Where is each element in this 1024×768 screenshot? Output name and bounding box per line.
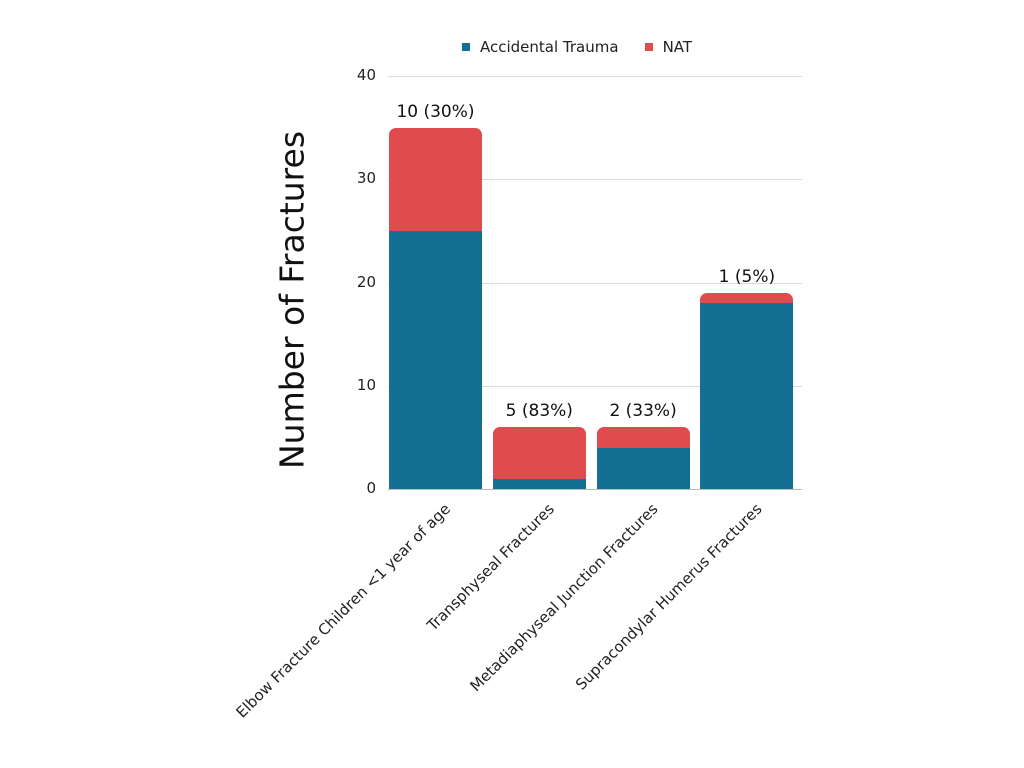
bar-annotation: 2 (33%) <box>609 401 677 422</box>
x-tick-label: Supracondylar Humerus Fractures <box>572 500 766 694</box>
legend-label: NAT <box>662 38 693 56</box>
y-tick-label: 10 <box>356 375 376 394</box>
bar-segment-accidental-trauma <box>596 447 690 489</box>
bar-segment-nat <box>596 427 690 448</box>
legend-swatch-nat <box>644 43 653 51</box>
legend-item-accidental-trauma: Accidental Trauma <box>462 38 619 56</box>
bar-segment-accidental-trauma <box>389 230 482 489</box>
gridline <box>388 282 802 284</box>
bar-segment-nat <box>389 127 482 231</box>
bar-annotation: 5 (83%) <box>505 401 573 422</box>
bar-segment-nat <box>700 292 794 304</box>
bar-segment-nat <box>492 427 586 479</box>
y-tick-label: 20 <box>356 272 376 291</box>
y-axis-label: Number of Fractures <box>272 130 312 470</box>
gridline <box>388 385 802 387</box>
x-tick-label: Elbow Fracture Children <1 year of age <box>232 500 455 722</box>
legend-item-nat: NAT <box>644 38 693 56</box>
legend-label: Accidental Trauma <box>480 38 619 56</box>
y-tick-label: 40 <box>356 66 376 84</box>
bar-annotation: 10 (30%) <box>396 101 475 122</box>
y-tick-label: 30 <box>356 169 376 188</box>
bar-segment-accidental-trauma <box>700 303 794 489</box>
gridline <box>388 76 802 77</box>
legend: Accidental Trauma NAT <box>462 38 718 56</box>
gridline <box>388 489 802 490</box>
gridline <box>388 179 802 181</box>
y-tick-label: 0 <box>366 479 376 497</box>
x-tick-label: Metadiaphyseal Junction Fractures <box>466 500 662 696</box>
bar-annotation: 1 (5%) <box>718 266 776 287</box>
bar-segment-accidental-trauma <box>492 478 586 489</box>
legend-swatch-accidental-trauma <box>462 43 470 51</box>
